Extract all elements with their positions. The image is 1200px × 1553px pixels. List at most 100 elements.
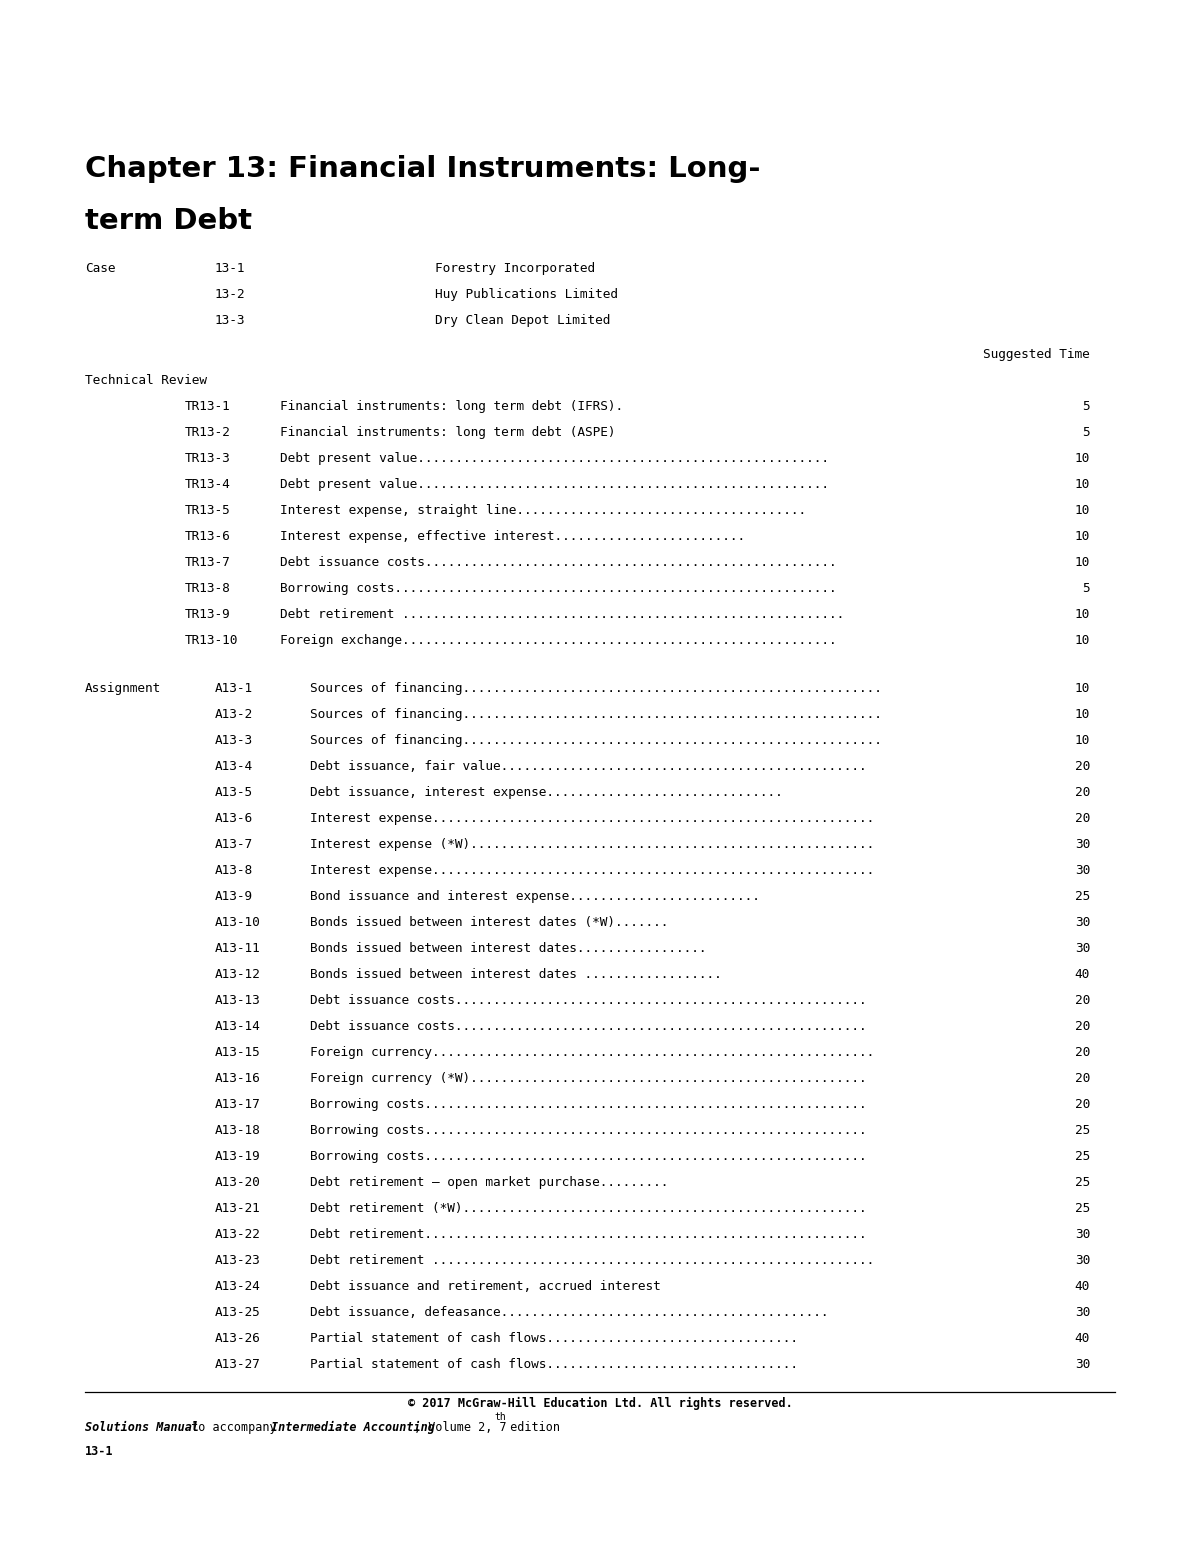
Text: A13-12: A13-12 — [215, 968, 260, 981]
Text: A13-13: A13-13 — [215, 994, 260, 1006]
Text: 40: 40 — [1075, 1280, 1090, 1294]
Text: 10: 10 — [1075, 682, 1090, 696]
Text: Foreign exchange.........................................................: Foreign exchange........................… — [280, 634, 836, 648]
Text: 30: 30 — [1075, 1357, 1090, 1371]
Text: Debt issuance and retirement, accrued interest: Debt issuance and retirement, accrued in… — [310, 1280, 661, 1294]
Text: to accompany: to accompany — [185, 1421, 284, 1433]
Text: A13-5: A13-5 — [215, 786, 253, 798]
Text: A13-26: A13-26 — [215, 1332, 260, 1345]
Text: Borrowing costs..........................................................: Borrowing costs.........................… — [310, 1098, 866, 1110]
Text: Interest expense, straight line......................................: Interest expense, straight line.........… — [280, 505, 806, 517]
Text: TR13-6: TR13-6 — [185, 530, 230, 544]
Text: Debt retirement ..........................................................: Debt retirement ........................… — [280, 609, 845, 621]
Text: 25: 25 — [1075, 1202, 1090, 1214]
Text: A13-14: A13-14 — [215, 1020, 260, 1033]
Text: Interest expense (*W).....................................................: Interest expense (*W)...................… — [310, 839, 875, 851]
Text: 10: 10 — [1075, 478, 1090, 491]
Text: A13-16: A13-16 — [215, 1072, 260, 1086]
Text: Case: Case — [85, 262, 115, 275]
Text: Suggested Time: Suggested Time — [983, 348, 1090, 360]
Text: Dry Clean Depot Limited: Dry Clean Depot Limited — [434, 314, 611, 328]
Text: © 2017 McGraw-Hill Education Ltd. All rights reserved.: © 2017 McGraw-Hill Education Ltd. All ri… — [408, 1398, 792, 1410]
Text: 20: 20 — [1075, 786, 1090, 798]
Text: A13-15: A13-15 — [215, 1047, 260, 1059]
Text: TR13-4: TR13-4 — [185, 478, 230, 491]
Text: A13-21: A13-21 — [215, 1202, 260, 1214]
Text: A13-18: A13-18 — [215, 1124, 260, 1137]
Text: 5: 5 — [1082, 582, 1090, 595]
Text: 10: 10 — [1075, 530, 1090, 544]
Text: term Debt: term Debt — [85, 207, 252, 235]
Text: Financial instruments: long term debt (IFRS).: Financial instruments: long term debt (I… — [280, 401, 623, 413]
Text: Debt present value......................................................: Debt present value......................… — [280, 478, 829, 491]
Text: Debt retirement ..........................................................: Debt retirement ........................… — [310, 1253, 875, 1267]
Text: 10: 10 — [1075, 556, 1090, 568]
Text: Debt issuance costs......................................................: Debt issuance costs.....................… — [310, 994, 866, 1006]
Text: 30: 30 — [1075, 839, 1090, 851]
Text: Financial instruments: long term debt (ASPE): Financial instruments: long term debt (A… — [280, 426, 616, 439]
Text: Partial statement of cash flows.................................: Partial statement of cash flows.........… — [310, 1357, 798, 1371]
Text: A13-11: A13-11 — [215, 943, 260, 955]
Text: 25: 25 — [1075, 1151, 1090, 1163]
Text: 20: 20 — [1075, 812, 1090, 825]
Text: A13-9: A13-9 — [215, 890, 253, 902]
Text: 10: 10 — [1075, 505, 1090, 517]
Text: Debt retirement..........................................................: Debt retirement.........................… — [310, 1228, 866, 1241]
Text: 30: 30 — [1075, 1306, 1090, 1318]
Text: 40: 40 — [1075, 1332, 1090, 1345]
Text: 25: 25 — [1075, 1124, 1090, 1137]
Text: TR13-9: TR13-9 — [185, 609, 230, 621]
Text: 25: 25 — [1075, 1176, 1090, 1190]
Text: A13-19: A13-19 — [215, 1151, 260, 1163]
Text: 30: 30 — [1075, 1253, 1090, 1267]
Text: Debt retirement (*W).....................................................: Debt retirement (*W)....................… — [310, 1202, 866, 1214]
Text: Bonds issued between interest dates (*W).......: Bonds issued between interest dates (*W)… — [310, 916, 668, 929]
Text: A13-20: A13-20 — [215, 1176, 260, 1190]
Text: Debt issuance, fair value................................................: Debt issuance, fair value...............… — [310, 759, 866, 773]
Text: TR13-1: TR13-1 — [185, 401, 230, 413]
Text: , Volume 2, 7: , Volume 2, 7 — [414, 1421, 506, 1433]
Text: 5: 5 — [1082, 426, 1090, 439]
Text: Assignment: Assignment — [85, 682, 161, 696]
Text: Sources of financing.......................................................: Sources of financing....................… — [310, 682, 882, 696]
Text: A13-25: A13-25 — [215, 1306, 260, 1318]
Text: th: th — [494, 1412, 506, 1423]
Text: Borrowing costs..........................................................: Borrowing costs.........................… — [310, 1124, 866, 1137]
Text: Solutions Manual: Solutions Manual — [85, 1421, 199, 1433]
Text: A13-1: A13-1 — [215, 682, 253, 696]
Text: A13-2: A13-2 — [215, 708, 253, 721]
Text: Foreign currency (*W)....................................................: Foreign currency (*W)...................… — [310, 1072, 866, 1086]
Text: Forestry Incorporated: Forestry Incorporated — [434, 262, 595, 275]
Text: TR13-5: TR13-5 — [185, 505, 230, 517]
Text: Bonds issued between interest dates.................: Bonds issued between interest dates.....… — [310, 943, 707, 955]
Text: 20: 20 — [1075, 1098, 1090, 1110]
Text: Debt issuance, defeasance...........................................: Debt issuance, defeasance...............… — [310, 1306, 828, 1318]
Text: Interest expense..........................................................: Interest expense........................… — [310, 863, 875, 877]
Text: 30: 30 — [1075, 943, 1090, 955]
Text: 20: 20 — [1075, 994, 1090, 1006]
Text: Sources of financing.......................................................: Sources of financing....................… — [310, 735, 882, 747]
Text: 10: 10 — [1075, 609, 1090, 621]
Text: Chapter 13: Financial Instruments: Long-: Chapter 13: Financial Instruments: Long- — [85, 155, 761, 183]
Text: Debt issuance costs......................................................: Debt issuance costs.....................… — [310, 1020, 866, 1033]
Text: Bonds issued between interest dates ..................: Bonds issued between interest dates ....… — [310, 968, 721, 981]
Text: A13-7: A13-7 — [215, 839, 253, 851]
Text: 20: 20 — [1075, 759, 1090, 773]
Text: A13-8: A13-8 — [215, 863, 253, 877]
Text: 13-1: 13-1 — [85, 1444, 114, 1458]
Text: TR13-3: TR13-3 — [185, 452, 230, 464]
Text: 20: 20 — [1075, 1072, 1090, 1086]
Text: 30: 30 — [1075, 916, 1090, 929]
Text: Foreign currency..........................................................: Foreign currency........................… — [310, 1047, 875, 1059]
Text: Partial statement of cash flows.................................: Partial statement of cash flows.........… — [310, 1332, 798, 1345]
Text: Debt present value......................................................: Debt present value......................… — [280, 452, 829, 464]
Text: A13-10: A13-10 — [215, 916, 260, 929]
Text: TR13-7: TR13-7 — [185, 556, 230, 568]
Text: TR13-8: TR13-8 — [185, 582, 230, 595]
Text: A13-17: A13-17 — [215, 1098, 260, 1110]
Text: TR13-10: TR13-10 — [185, 634, 239, 648]
Text: Intermediate Accounting: Intermediate Accounting — [271, 1421, 434, 1433]
Text: 25: 25 — [1075, 890, 1090, 902]
Text: Interest expense..........................................................: Interest expense........................… — [310, 812, 875, 825]
Text: Debt issuance, interest expense...............................: Debt issuance, interest expense.........… — [310, 786, 782, 798]
